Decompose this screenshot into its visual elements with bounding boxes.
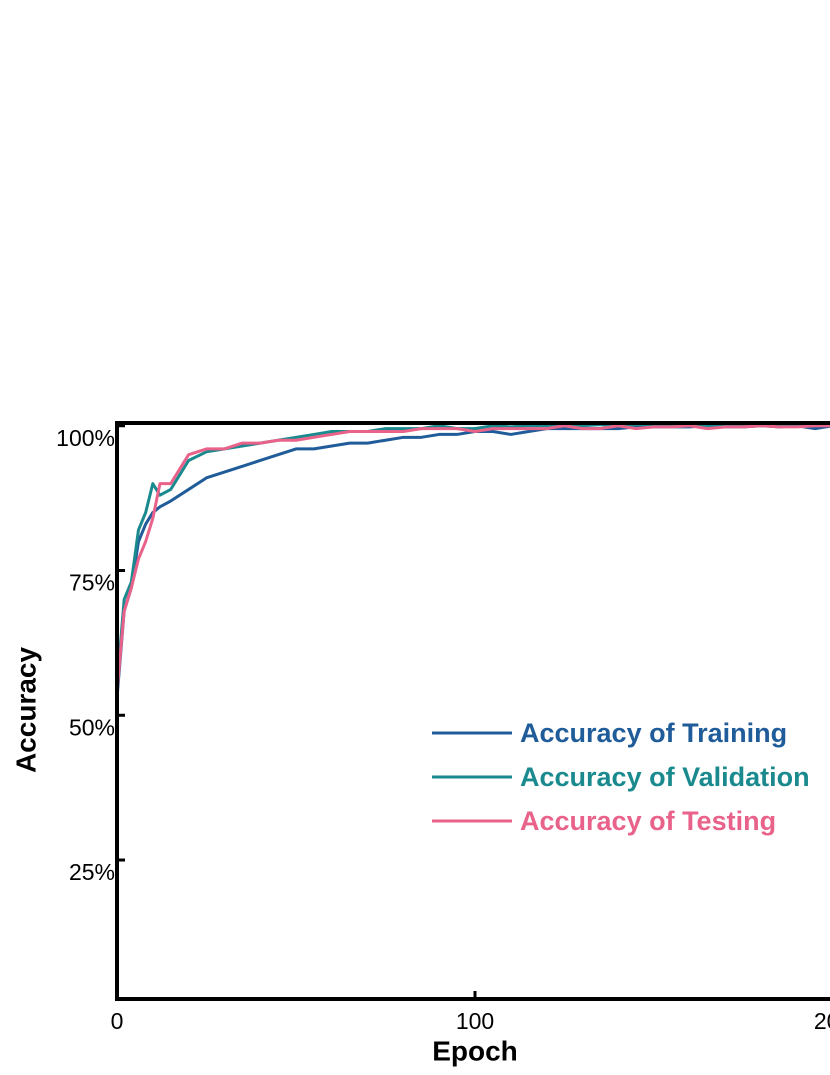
y-axis-title: Accuracy (10, 647, 41, 774)
legend-label: Accuracy of Training (520, 718, 787, 748)
legend-label: Accuracy of Validation (520, 762, 810, 792)
series-line (115, 424, 830, 693)
series-line (115, 424, 830, 699)
y-tick-label: 100% (56, 425, 115, 451)
x-tick-label: 100 (456, 1008, 494, 1034)
x-axis-title: Epoch (432, 1035, 518, 1066)
y-tick-label: 75% (69, 570, 115, 596)
y-tick-label: 50% (69, 714, 115, 740)
x-tick-label: 0 (111, 1008, 124, 1034)
plot-frame (115, 421, 830, 1001)
y-tick-label: 25% (69, 859, 115, 885)
x-tick-label: 200 (814, 1008, 830, 1034)
legend-label: Accuracy of Testing (520, 806, 776, 836)
series-line (115, 423, 830, 687)
